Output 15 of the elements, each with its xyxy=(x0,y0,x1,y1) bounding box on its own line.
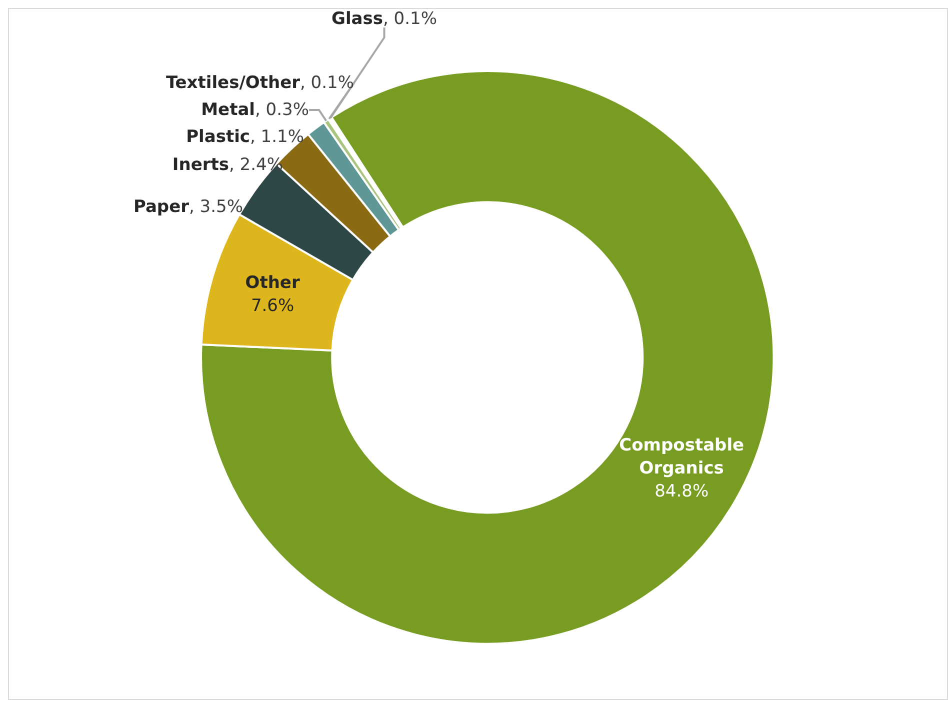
slice-label: Inerts xyxy=(172,155,230,175)
data-label: , 1.1% xyxy=(250,127,304,147)
data-label: 7.6% xyxy=(250,296,294,316)
data-label: , 0.3% xyxy=(255,100,309,120)
slice-label: Paper xyxy=(133,197,190,217)
data-label: 84.8% xyxy=(654,482,709,502)
data-label: , 0.1% xyxy=(300,73,354,93)
slice-label: Textiles/Other xyxy=(166,73,301,93)
slice-label: Other xyxy=(245,273,300,294)
data-label: , 0.1% xyxy=(383,9,437,29)
slice-label: Metal xyxy=(201,100,256,120)
data-label: , 3.5% xyxy=(189,197,243,217)
slice-label: Compostable Organics xyxy=(619,436,744,479)
slice-label: Glass xyxy=(332,9,384,29)
slice-label: Plastic xyxy=(186,127,250,147)
